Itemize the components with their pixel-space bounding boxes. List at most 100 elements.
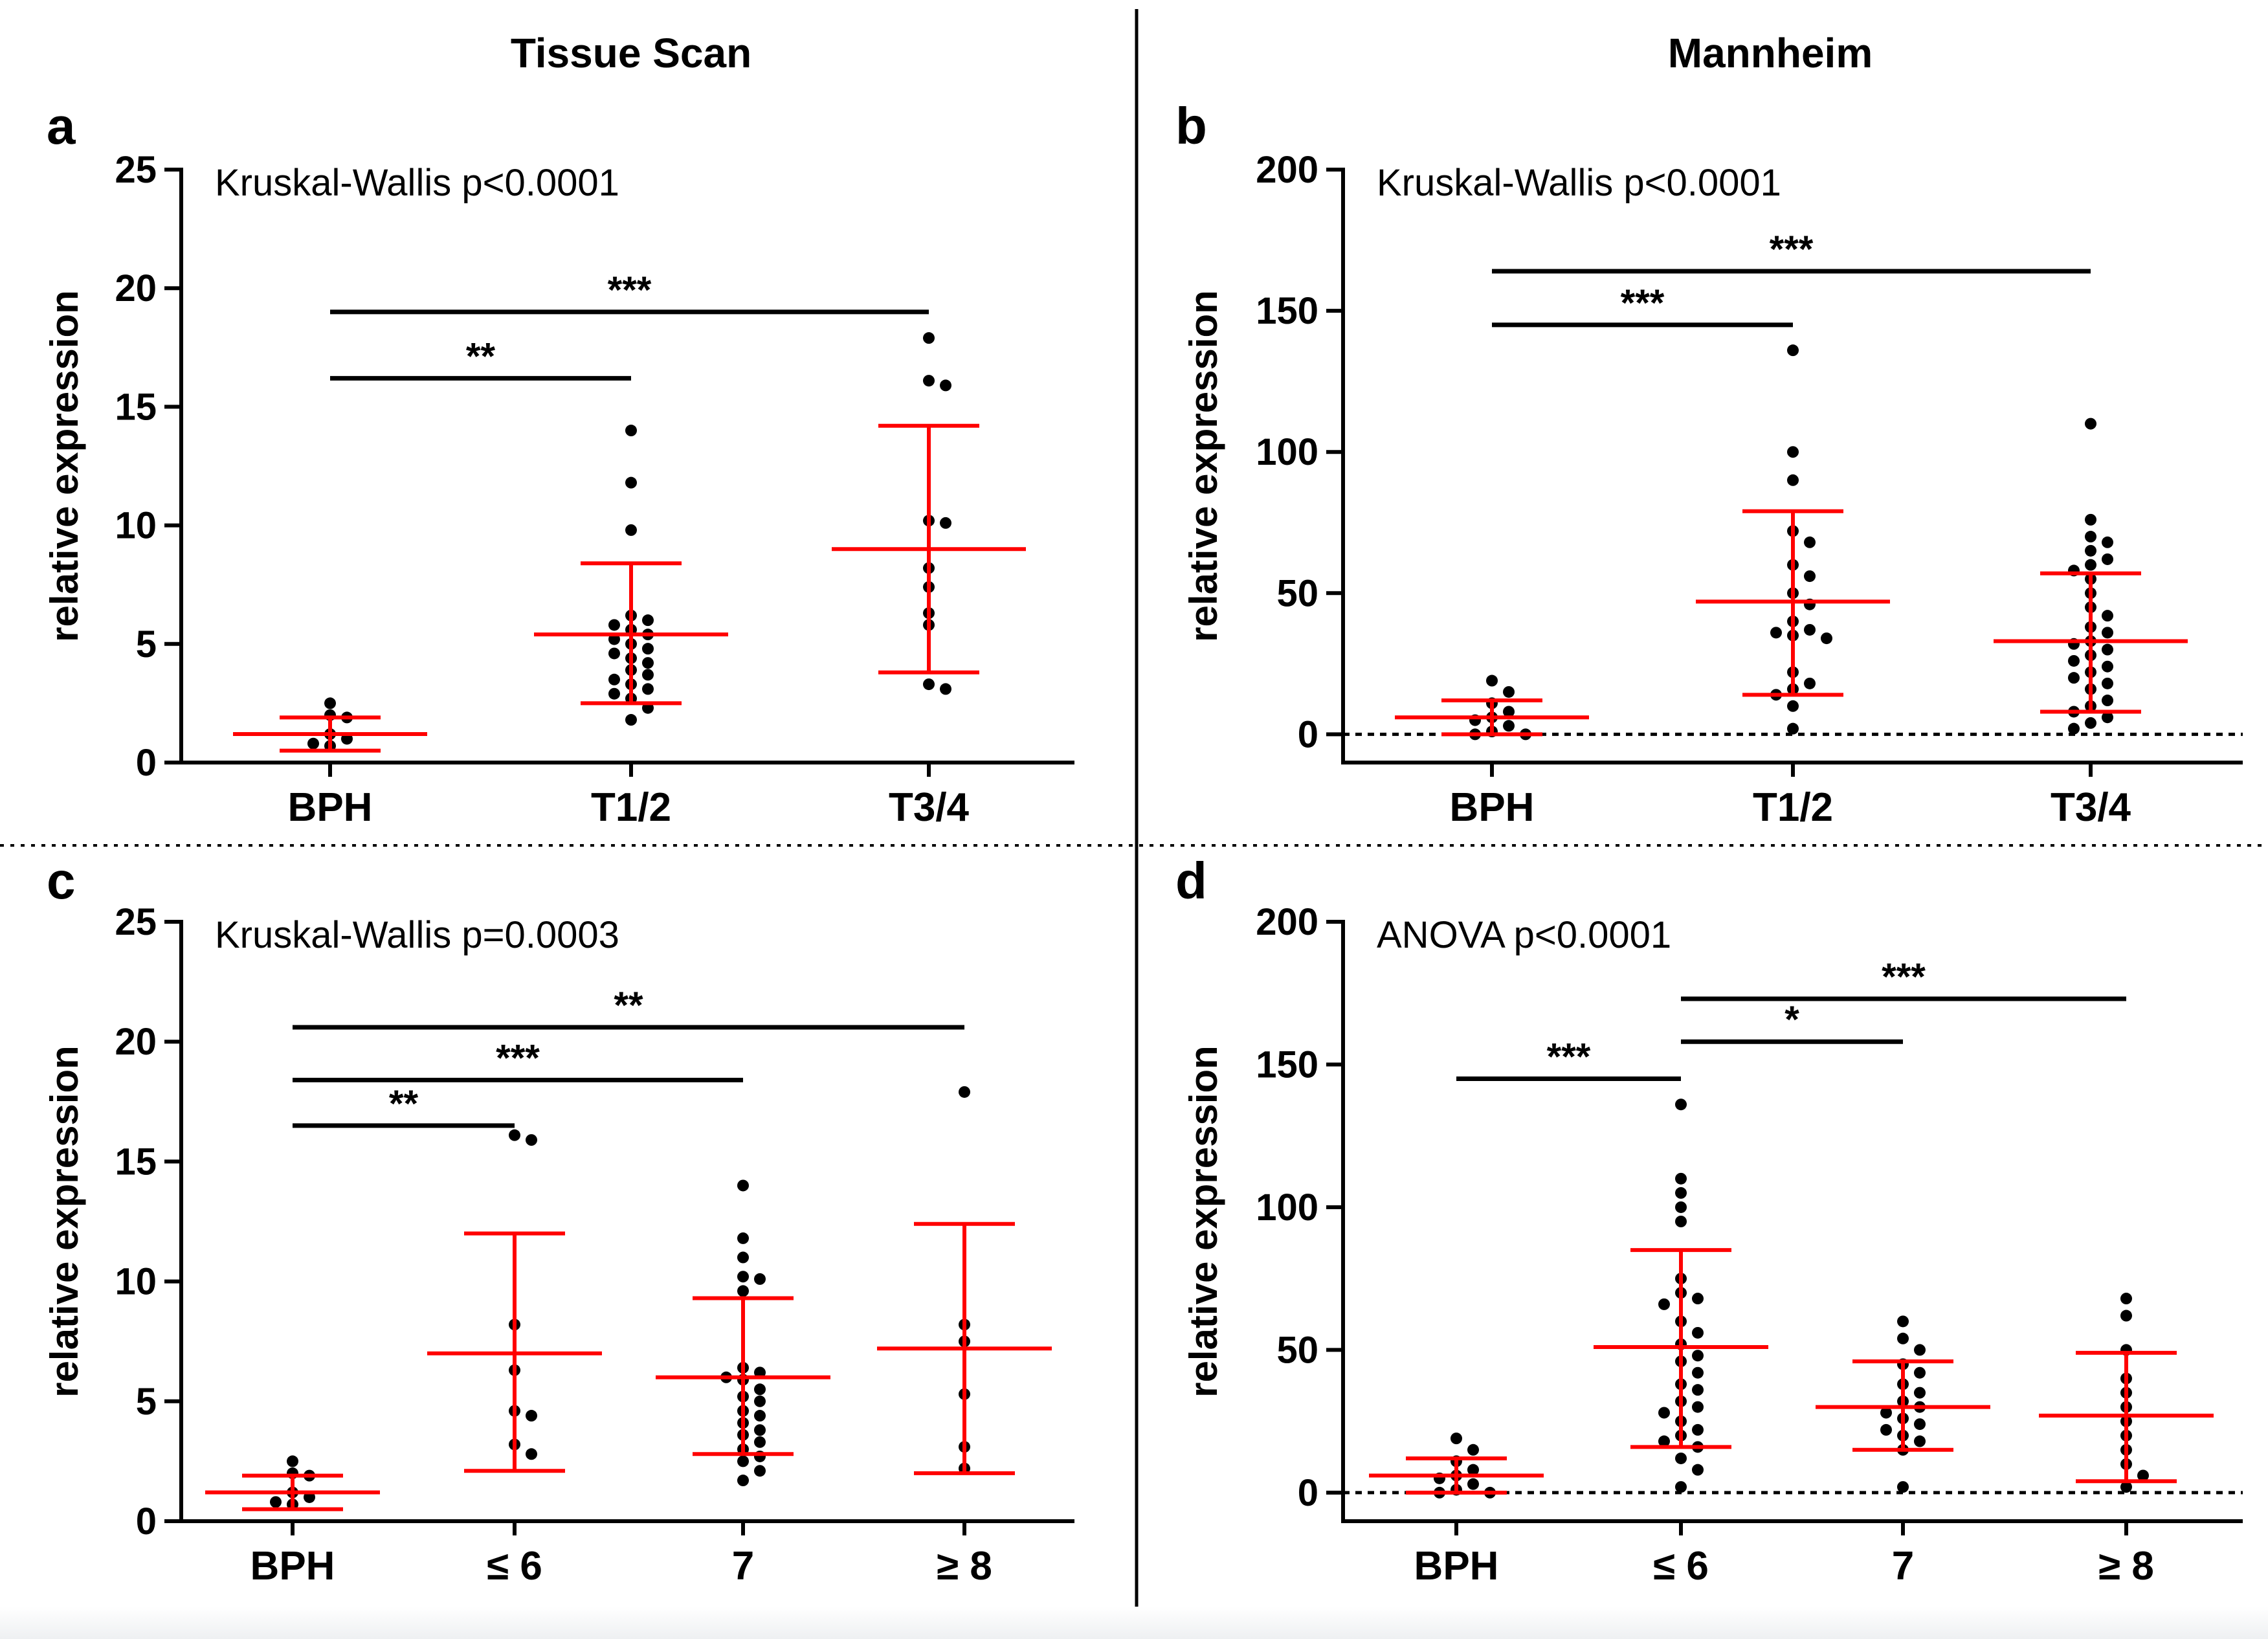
data-point (1692, 1350, 1704, 1362)
stat-test-label: Kruskal-Wallis p<0.0001 (1377, 162, 1781, 204)
data-point (2085, 559, 2096, 571)
data-point (923, 375, 935, 387)
data-point (1787, 474, 1799, 486)
data-point (1675, 1481, 1687, 1493)
data-point (625, 524, 637, 536)
data-point (1692, 1384, 1704, 1396)
data-point (2120, 1293, 2132, 1305)
y-tick-label: 25 (115, 149, 157, 191)
panel-d: d ANOVA p<0.0001 relative expression 0 50 100… (1175, 852, 2243, 1589)
y-axis-label: relative expression (1182, 1045, 1225, 1398)
data-point (737, 1232, 749, 1244)
data-point (608, 687, 620, 700)
panel-a: a Kruskal-Wallis p<0.0001 relative express… (43, 97, 1074, 830)
data-point (1804, 677, 1816, 689)
data-point (1675, 1452, 1687, 1464)
data-point (737, 1455, 749, 1467)
data-point (625, 476, 637, 489)
data-point (1692, 1326, 1704, 1339)
data-point (1675, 1098, 1687, 1111)
y-tick-label: 150 (1256, 290, 1318, 332)
data-point (1675, 1216, 1687, 1227)
x-tick-label: BPH (288, 785, 373, 830)
significance-stars: *** (496, 1037, 540, 1079)
data-point (1914, 1366, 1926, 1379)
data-point (1692, 1293, 1704, 1305)
data-point (1467, 1478, 1479, 1490)
y-tick-label: 100 (1256, 1187, 1318, 1229)
data-point (2102, 553, 2113, 565)
data-point (1897, 1315, 1909, 1328)
data-point (1897, 1481, 1909, 1493)
y-tick-label: 0 (1298, 1472, 1318, 1514)
data-point (959, 1086, 970, 1098)
data-point (642, 683, 654, 695)
data-point (642, 669, 654, 681)
data-point (754, 1436, 766, 1448)
panel-b: b Kruskal-Wallis p<0.0001 relative express… (1175, 97, 2243, 830)
panel-letter: b (1175, 97, 1207, 155)
x-tick-label: BPH (1414, 1544, 1499, 1589)
y-tick-label: 100 (1256, 431, 1318, 473)
data-point (1658, 1298, 1670, 1310)
data-point (2068, 654, 2080, 667)
data-point (1467, 1444, 1479, 1456)
data-point (1914, 1435, 1926, 1447)
y-tick-label: 5 (136, 1381, 157, 1423)
x-tick-label: T3/4 (889, 785, 970, 830)
data-point (1897, 1332, 1909, 1344)
data-point (1692, 1401, 1704, 1413)
data-point (608, 619, 620, 631)
data-point (307, 737, 319, 750)
data-point (2068, 672, 2080, 684)
stat-test-label: Kruskal-Wallis p=0.0003 (215, 914, 619, 956)
data-point (2120, 1310, 2132, 1322)
data-point (1451, 1433, 1462, 1445)
significance-stars: * (1784, 999, 1799, 1041)
data-point (737, 1285, 749, 1297)
panel-letter: d (1175, 852, 1207, 909)
data-point (2137, 1469, 2149, 1482)
data-point (2102, 536, 2113, 548)
significance-stars: ** (614, 985, 643, 1027)
data-point (526, 1448, 537, 1460)
data-point (1692, 1423, 1704, 1436)
data-point (2102, 610, 2113, 622)
data-point (1770, 627, 1782, 639)
data-point (2085, 717, 2096, 729)
data-point (642, 657, 654, 669)
significance-stars: ** (389, 1083, 419, 1125)
data-point (642, 643, 654, 655)
significance-stars: *** (608, 269, 652, 311)
data-point (1692, 1366, 1704, 1379)
data-point (737, 1271, 749, 1283)
data-point (2102, 711, 2113, 724)
data-point (1804, 623, 1816, 636)
data-point (1675, 1201, 1687, 1213)
data-point (1821, 632, 1832, 645)
y-tick-label: 25 (115, 901, 157, 943)
data-point (625, 425, 637, 437)
data-point (2102, 643, 2113, 656)
data-point (1804, 570, 1816, 583)
significance-stars: *** (1770, 229, 1814, 271)
data-point (1880, 1423, 1892, 1436)
x-tick-label: 7 (732, 1544, 754, 1589)
y-tick-label: 50 (1276, 1329, 1318, 1371)
data-point (642, 614, 654, 627)
data-point (1467, 1464, 1479, 1476)
data-point (737, 1251, 749, 1264)
data-point (608, 647, 620, 660)
data-point (754, 1395, 766, 1407)
y-tick-label: 150 (1256, 1043, 1318, 1086)
data-point (2085, 544, 2096, 557)
stat-test-label: ANOVA p<0.0001 (1377, 914, 1671, 956)
column-title-right: Mannheim (1668, 30, 1873, 76)
data-point (2102, 660, 2113, 673)
data-point (2102, 627, 2113, 639)
data-point (2120, 1481, 2132, 1493)
data-point (1787, 344, 1799, 357)
y-tick-label: 10 (115, 1261, 157, 1303)
data-point (923, 678, 935, 691)
data-point (1658, 1407, 1670, 1419)
